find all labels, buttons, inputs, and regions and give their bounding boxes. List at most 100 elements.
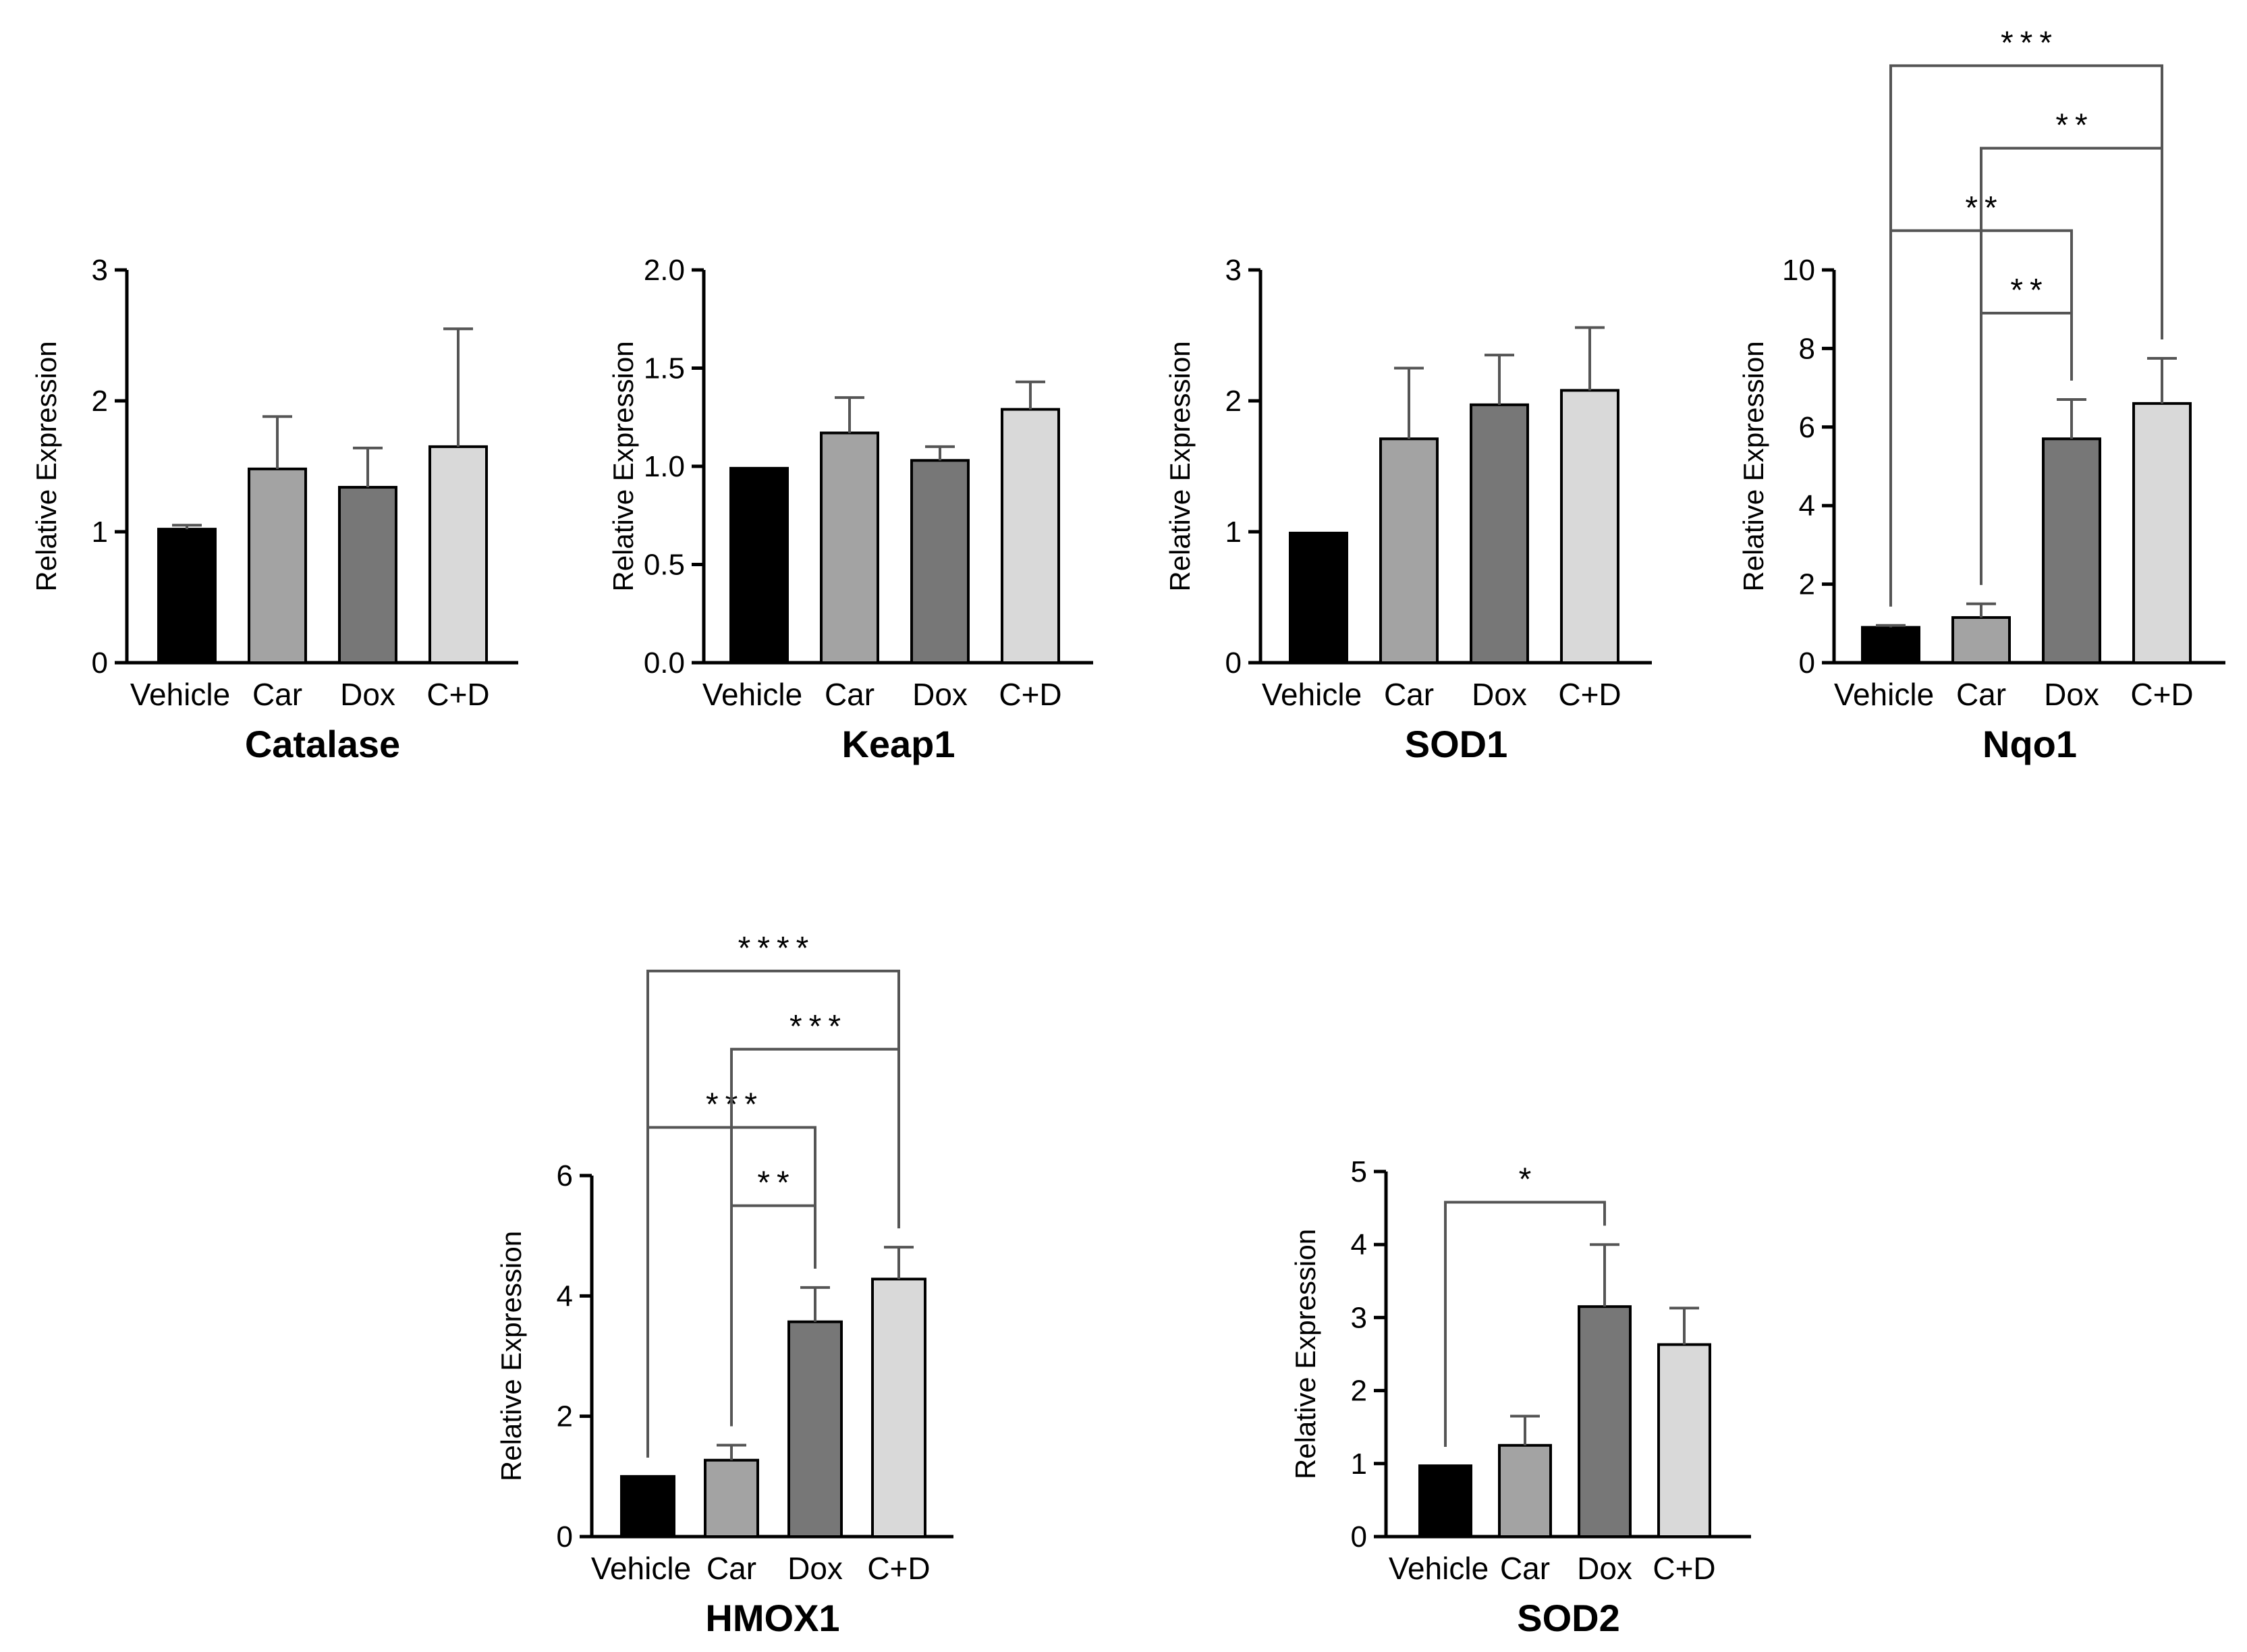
bar-dox <box>1578 1305 1632 1539</box>
y-tick-label: 0 <box>1225 646 1242 680</box>
y-tick-label: 2 <box>1225 385 1242 418</box>
y-axis-label: Relative Expression <box>495 1231 527 1481</box>
significance-label: ** <box>2010 273 2049 308</box>
y-tick-label: 1.5 <box>644 352 685 385</box>
bar-dox <box>910 459 970 665</box>
x-category-label: Dox <box>1577 1551 1632 1586</box>
chart-nqo1: 0 2 4 6 8 10 Relative Expression Vehicle Car Dox C… <box>1738 25 2225 765</box>
y-tick-label: 6 <box>557 1159 573 1192</box>
bar-c+d <box>1001 408 1060 664</box>
bar-dox <box>1470 403 1529 664</box>
bar-car <box>1951 616 2011 665</box>
y-axis-label: Relative Expression <box>1164 341 1196 591</box>
x-category-label: Dox <box>1472 677 1527 712</box>
y-tick-label: 1 <box>92 516 108 549</box>
y-tick-label: 5 <box>1351 1155 1367 1188</box>
significance-bracket <box>1444 1201 1606 1448</box>
chart-hmox1: 0 2 4 6 Relative Expression Vehicle Car Dox C+D H… <box>495 931 953 1639</box>
y-axis-label: Relative Expression <box>607 341 639 591</box>
significance-label: * <box>1519 1161 1538 1197</box>
bar-dox <box>2042 437 2101 664</box>
y-tick-label: 2 <box>92 385 108 418</box>
y-tick-label: 2 <box>1351 1375 1367 1408</box>
chart-title: SOD1 <box>1405 723 1508 765</box>
significance-label: ** <box>1965 190 2003 226</box>
bar-car <box>1379 437 1439 664</box>
x-category-label: Dox <box>787 1551 843 1586</box>
bar-vehicle <box>1289 531 1348 664</box>
y-tick-label: 2 <box>1799 568 1815 601</box>
x-category-label: Dox <box>912 677 968 712</box>
bar-vehicle <box>620 1475 675 1538</box>
chart-catalase: 0 1 2 3 Relative Expression Vehicle Car Dox C+D C… <box>30 254 518 765</box>
x-category-label: Dox <box>2044 677 2099 712</box>
significance-bracket <box>646 969 900 1458</box>
significance-label: *** <box>2001 25 2059 61</box>
significance-bracket <box>1889 64 2163 607</box>
x-category-label: Vehicle <box>591 1551 691 1586</box>
bar-car <box>1498 1443 1552 1538</box>
x-category-label: C+D <box>2130 677 2193 712</box>
y-tick-label: 0.0 <box>644 646 685 680</box>
bar-car <box>248 467 307 664</box>
bar-c+d <box>2132 402 2192 664</box>
x-category-label: Dox <box>340 677 395 712</box>
y-tick-label: 3 <box>1225 254 1242 287</box>
y-tick-label: 10 <box>1782 254 1815 287</box>
y-tick-label: 8 <box>1799 332 1815 365</box>
x-category-label: C+D <box>867 1551 930 1586</box>
bar-vehicle <box>729 466 789 664</box>
x-category-label: Car <box>1956 677 2006 712</box>
bar-vehicle <box>1861 626 1920 664</box>
x-category-label: Car <box>706 1551 756 1586</box>
x-category-label: Vehicle <box>1389 1551 1489 1586</box>
x-category-label: Car <box>825 677 875 712</box>
significance-label: ** <box>2055 108 2094 144</box>
y-axis-label: Relative Expression <box>30 341 62 591</box>
bar-car <box>820 431 879 665</box>
chart-title: Nqo1 <box>1982 723 2077 765</box>
x-category-label: Vehicle <box>702 677 802 712</box>
chart-title: Catalase <box>245 723 400 765</box>
chart-title: Keap1 <box>841 723 955 765</box>
chart-sod2: 0 1 2 3 4 5 Relative Expression Vehicle Car Dox C+… <box>1289 1155 1751 1639</box>
y-tick-label: 2.0 <box>644 254 685 287</box>
y-tick-label: 1.0 <box>644 450 685 483</box>
y-tick-label: 4 <box>1351 1228 1367 1261</box>
y-tick-label: 4 <box>1799 489 1815 522</box>
x-category-label: Car <box>252 677 302 712</box>
bar-dox <box>338 486 397 664</box>
y-tick-label: 6 <box>1799 411 1815 444</box>
bar-c+d <box>428 445 488 665</box>
y-tick-label: 4 <box>557 1279 573 1313</box>
x-category-label: C+D <box>999 677 1061 712</box>
y-tick-label: 0 <box>1799 646 1815 680</box>
bar-dox <box>787 1320 843 1539</box>
significance-label: *** <box>706 1087 764 1123</box>
y-tick-label: 0.5 <box>644 549 685 582</box>
bar-vehicle <box>157 528 217 664</box>
y-axis-label: Relative Expression <box>1289 1229 1321 1479</box>
bar-c+d <box>871 1277 926 1539</box>
chart-keap1: 0.0 0.5 1.0 1.5 2.0 Relative Expression Vehicl… <box>607 254 1093 765</box>
chart-title: SOD2 <box>1517 1597 1620 1639</box>
y-tick-label: 0 <box>1351 1520 1367 1553</box>
y-tick-label: 0 <box>92 646 108 680</box>
x-category-label: Car <box>1500 1551 1550 1586</box>
bar-c+d <box>1657 1343 1711 1538</box>
y-tick-label: 0 <box>557 1520 573 1553</box>
y-tick-label: 1 <box>1351 1448 1367 1481</box>
x-category-label: Car <box>1384 677 1434 712</box>
x-category-label: C+D <box>1558 677 1621 712</box>
y-axis-label: Relative Expression <box>1738 341 1769 591</box>
significance-label: **** <box>738 931 816 966</box>
y-tick-label: 3 <box>92 254 108 287</box>
chart-title: HMOX1 <box>705 1597 839 1639</box>
x-category-label: C+D <box>426 677 489 712</box>
x-category-label: C+D <box>1653 1551 1715 1586</box>
bar-c+d <box>1560 389 1619 664</box>
chart-sod1: 0 1 2 3 Relative Expression Vehicle Car Dox C+D S… <box>1164 254 1652 765</box>
y-tick-label: 2 <box>557 1400 573 1433</box>
significance-label: *** <box>789 1009 848 1045</box>
